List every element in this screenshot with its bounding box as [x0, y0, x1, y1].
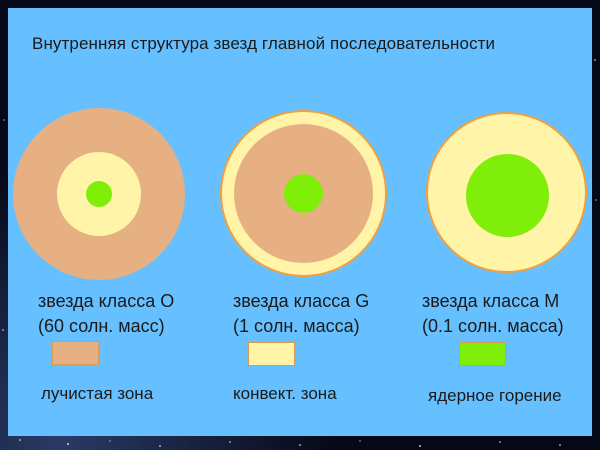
- legend-swatch-convective-zone: [248, 342, 295, 366]
- star-g-mass-label: (1 солн. масса): [233, 316, 360, 336]
- star-g-class-label: звезда класса G: [233, 291, 370, 311]
- star-m-mass-label: (0.1 солн. масса): [422, 316, 564, 336]
- star-m-diagram: [426, 112, 587, 273]
- star-m-class-label: звезда класса M: [422, 291, 560, 311]
- star-o-diagram: [13, 108, 185, 280]
- legend-swatch-core: [459, 342, 506, 366]
- legend-label-convective-zone: конвект. зона: [233, 384, 337, 403]
- legend-swatch-radiative-zone: [52, 341, 99, 365]
- star-o-mass-label: (60 солн. масс): [38, 316, 165, 336]
- star-o-core: [86, 181, 112, 207]
- star-o-class-label: звезда класса O: [38, 291, 175, 311]
- star-g-diagram: [220, 110, 387, 277]
- page-title: Внутренняя структура звезд главной после…: [32, 34, 496, 53]
- star-m-core: [466, 154, 549, 237]
- legend-label-radiative-zone: лучистая зона: [41, 384, 154, 403]
- legend-label-core: ядерное горение: [428, 386, 562, 405]
- star-g-core: [284, 174, 323, 213]
